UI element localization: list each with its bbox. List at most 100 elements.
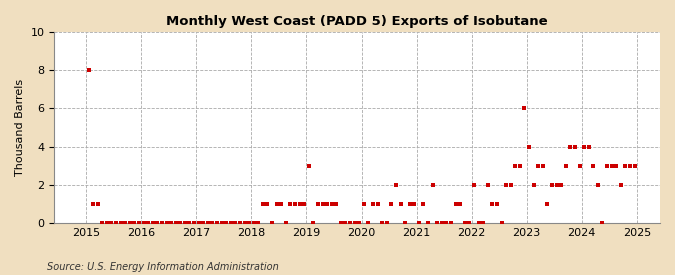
Point bbox=[83, 68, 94, 72]
Point bbox=[565, 144, 576, 149]
Point bbox=[175, 221, 186, 225]
Point bbox=[97, 221, 108, 225]
Point bbox=[216, 221, 227, 225]
Point bbox=[207, 221, 218, 225]
Point bbox=[188, 221, 199, 225]
Point bbox=[280, 221, 291, 225]
Point bbox=[574, 164, 585, 168]
Point bbox=[570, 144, 580, 149]
Point bbox=[606, 164, 617, 168]
Point bbox=[152, 221, 163, 225]
Point bbox=[285, 202, 296, 206]
Point bbox=[331, 202, 342, 206]
Point bbox=[450, 202, 461, 206]
Point bbox=[423, 221, 433, 225]
Text: Source: U.S. Energy Information Administration: Source: U.S. Energy Information Administ… bbox=[47, 262, 279, 271]
Point bbox=[193, 221, 204, 225]
Point bbox=[211, 221, 222, 225]
Point bbox=[381, 221, 392, 225]
Point bbox=[551, 183, 562, 187]
Point bbox=[437, 221, 448, 225]
Point bbox=[165, 221, 176, 225]
Point bbox=[147, 221, 158, 225]
Point bbox=[418, 202, 429, 206]
Point bbox=[313, 202, 323, 206]
Point bbox=[276, 202, 287, 206]
Point bbox=[143, 221, 154, 225]
Point bbox=[230, 221, 241, 225]
Point bbox=[111, 221, 122, 225]
Point bbox=[483, 183, 493, 187]
Point bbox=[234, 221, 245, 225]
Point bbox=[326, 202, 337, 206]
Point bbox=[491, 202, 502, 206]
Point bbox=[88, 202, 99, 206]
Point bbox=[377, 221, 387, 225]
Point bbox=[308, 221, 319, 225]
Y-axis label: Thousand Barrels: Thousand Barrels bbox=[15, 79, 25, 176]
Point bbox=[514, 164, 525, 168]
Point bbox=[487, 202, 497, 206]
Point bbox=[560, 164, 571, 168]
Point bbox=[225, 221, 236, 225]
Point bbox=[120, 221, 131, 225]
Point bbox=[262, 202, 273, 206]
Point bbox=[460, 221, 470, 225]
Point bbox=[414, 221, 425, 225]
Point bbox=[464, 221, 475, 225]
Point bbox=[506, 183, 516, 187]
Point bbox=[257, 202, 268, 206]
Point bbox=[363, 221, 374, 225]
Point bbox=[202, 221, 213, 225]
Point bbox=[358, 202, 369, 206]
Point bbox=[427, 183, 438, 187]
Point bbox=[294, 202, 305, 206]
Point bbox=[404, 202, 415, 206]
Point bbox=[441, 221, 452, 225]
Point bbox=[395, 202, 406, 206]
Point bbox=[134, 221, 144, 225]
Point bbox=[198, 221, 209, 225]
Point bbox=[473, 221, 484, 225]
Point bbox=[170, 221, 181, 225]
Point bbox=[244, 221, 254, 225]
Point bbox=[583, 144, 594, 149]
Point bbox=[597, 221, 608, 225]
Point bbox=[372, 202, 383, 206]
Point bbox=[101, 221, 112, 225]
Point bbox=[290, 202, 300, 206]
Point bbox=[455, 202, 466, 206]
Point bbox=[588, 164, 599, 168]
Point bbox=[578, 144, 589, 149]
Point bbox=[248, 221, 259, 225]
Point bbox=[519, 106, 530, 111]
Point bbox=[267, 221, 277, 225]
Point bbox=[611, 164, 622, 168]
Point bbox=[601, 164, 612, 168]
Point bbox=[184, 221, 195, 225]
Point bbox=[386, 202, 397, 206]
Point bbox=[124, 221, 135, 225]
Point bbox=[524, 144, 535, 149]
Point bbox=[510, 164, 520, 168]
Point bbox=[129, 221, 140, 225]
Point bbox=[368, 202, 379, 206]
Point bbox=[478, 221, 489, 225]
Point bbox=[556, 183, 566, 187]
Point bbox=[468, 183, 479, 187]
Point bbox=[106, 221, 117, 225]
Point bbox=[446, 221, 456, 225]
Point bbox=[345, 221, 356, 225]
Point bbox=[303, 164, 314, 168]
Point bbox=[161, 221, 172, 225]
Point bbox=[221, 221, 232, 225]
Point bbox=[620, 164, 631, 168]
Point bbox=[271, 202, 282, 206]
Point bbox=[317, 202, 328, 206]
Point bbox=[391, 183, 402, 187]
Point bbox=[629, 164, 640, 168]
Title: Monthly West Coast (PADD 5) Exports of Isobutane: Monthly West Coast (PADD 5) Exports of I… bbox=[166, 15, 548, 28]
Point bbox=[138, 221, 149, 225]
Point bbox=[322, 202, 333, 206]
Point bbox=[537, 164, 548, 168]
